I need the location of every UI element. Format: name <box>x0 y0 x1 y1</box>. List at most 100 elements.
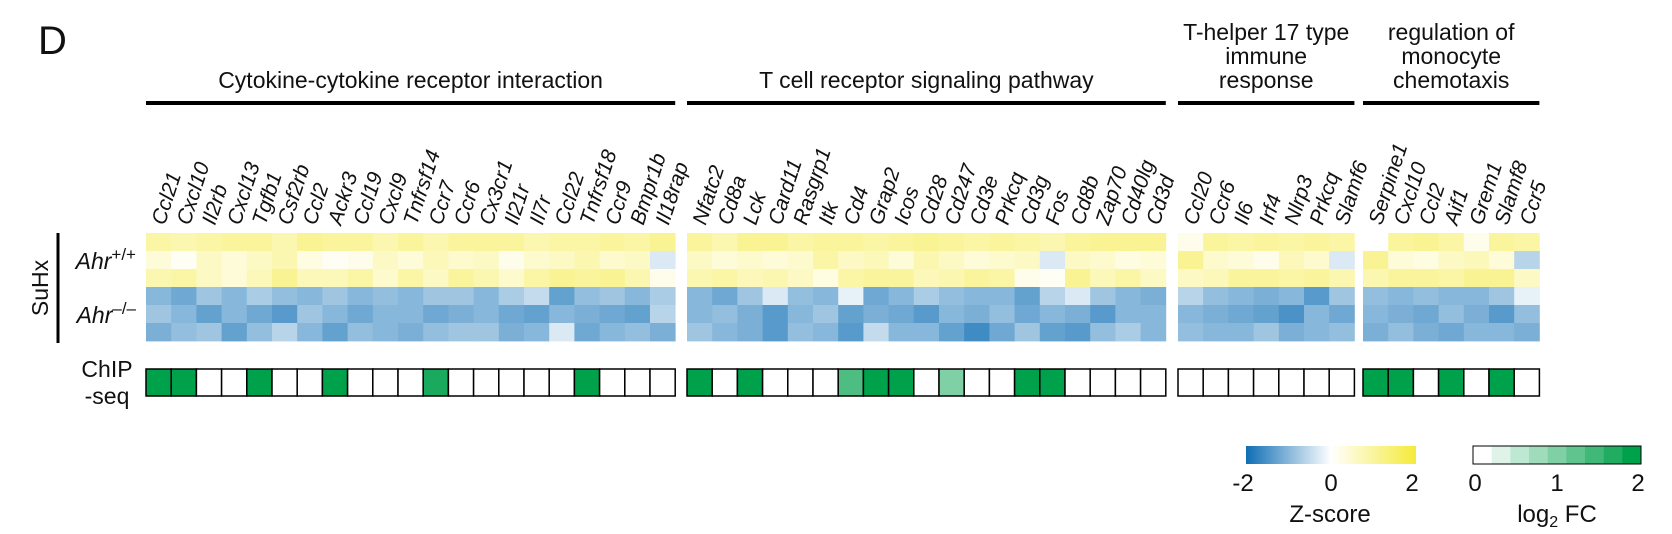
heatmap-cell <box>423 251 449 270</box>
heatmap-cell <box>1388 305 1414 324</box>
chip-cell <box>472 368 500 397</box>
fc-tick-max: 2 <box>1631 470 1644 497</box>
heatmap-cell <box>473 233 500 252</box>
heatmap-cell <box>423 323 449 342</box>
heatmap-cell <box>1014 269 1041 288</box>
heatmap-cell <box>246 323 273 342</box>
heatmap-cell <box>524 305 550 324</box>
heatmap-cell <box>1115 233 1141 252</box>
fc-colorbar-step <box>1510 446 1530 464</box>
heatmap-cell <box>448 323 474 342</box>
heatmap-cell <box>1253 287 1280 306</box>
heatmap-cells <box>146 233 1540 342</box>
heatmap-cell <box>524 323 550 342</box>
heatmap-cell <box>1140 251 1167 270</box>
heatmap-cell <box>1329 251 1355 270</box>
group-title: T-helper 17 type <box>1183 19 1349 45</box>
heatmap-cell <box>1228 233 1254 252</box>
heatmap-cell <box>599 323 626 342</box>
chip-cell <box>498 368 525 397</box>
heatmap-cell <box>989 251 1015 270</box>
heatmap-cell <box>574 287 600 306</box>
heatmap-cell <box>1438 305 1465 324</box>
heatmap-cell <box>599 305 626 324</box>
heatmap-cell <box>712 251 738 270</box>
heatmap-cell <box>1438 269 1465 288</box>
heatmap-cell <box>1489 251 1515 270</box>
heatmap-cell <box>888 233 915 252</box>
heatmap-cell <box>1463 323 1490 342</box>
heatmap-cell <box>939 305 965 324</box>
heatmap-cell <box>650 251 676 270</box>
heatmap-cell <box>624 233 651 252</box>
heatmap-cell <box>398 305 424 324</box>
chip-seq-row <box>145 368 1541 397</box>
heatmap-cell <box>863 251 889 270</box>
heatmap-cell <box>712 287 738 306</box>
heatmap-cell <box>650 305 676 324</box>
heatmap-cell <box>297 269 323 288</box>
heatmap-cell <box>473 287 500 306</box>
chip-cell <box>447 368 475 397</box>
heatmap-cell <box>624 251 651 270</box>
heatmap-cell <box>1438 251 1465 270</box>
heatmap-cell <box>524 251 550 270</box>
heatmap-cell <box>246 251 273 270</box>
heatmap-cell <box>1178 323 1204 342</box>
heatmap-cell <box>939 233 965 252</box>
heatmap-cell <box>221 251 248 270</box>
gene-label: Irf4 <box>1255 192 1286 228</box>
heatmap-cell <box>1304 287 1330 306</box>
heatmap-cell <box>574 269 600 288</box>
heatmap-cell <box>221 233 248 252</box>
heatmap-cell <box>1438 233 1465 252</box>
heatmap-cell <box>246 269 273 288</box>
heatmap-cell <box>398 323 424 342</box>
heatmap-cell <box>221 269 248 288</box>
chip-cell <box>686 368 713 397</box>
heatmap-cell <box>838 233 864 252</box>
heatmap-cell <box>1065 323 1091 342</box>
chip-cell <box>1362 368 1389 397</box>
fc-colorbar-step <box>1491 446 1511 464</box>
chip-cell <box>887 368 915 397</box>
chip-cell <box>346 368 374 397</box>
heatmap-cell <box>888 305 915 324</box>
heatmap-cell <box>1388 269 1414 288</box>
heatmap-cell <box>448 269 474 288</box>
ahr-wt-sup: +/+ <box>111 245 136 264</box>
heatmap-cell <box>549 323 575 342</box>
heatmap-cell <box>171 269 197 288</box>
heatmap-cell <box>712 269 738 288</box>
chip-cell <box>624 368 651 397</box>
heatmap-cell <box>423 305 449 324</box>
heatmap-cell <box>1039 269 1066 288</box>
heatmap-cell <box>964 305 990 324</box>
chip-cell <box>523 368 550 397</box>
chip-cell <box>1227 368 1255 397</box>
heatmap-cell <box>196 251 222 270</box>
ahr-ko-base: Ahr <box>75 302 114 328</box>
heatmap-cell <box>146 251 172 270</box>
heatmap-cell <box>1065 305 1091 324</box>
heatmap-cell <box>863 233 889 252</box>
zscore-tick-mid: 0 <box>1324 470 1337 497</box>
heatmap-cell <box>1203 287 1229 306</box>
heatmap-cell <box>687 269 713 288</box>
heatmap-cell <box>322 269 348 288</box>
heatmap-cell <box>838 323 864 342</box>
heatmap-cell <box>1014 323 1041 342</box>
heatmap-cell <box>1363 287 1389 306</box>
heatmap-cell <box>473 305 500 324</box>
heatmap-cell <box>1489 269 1515 288</box>
heatmap-cell <box>787 251 814 270</box>
zscore-title: Z-score <box>1289 501 1370 528</box>
heatmap-cell <box>246 305 273 324</box>
heatmap-cell <box>1278 305 1305 324</box>
heatmap-cell <box>1329 323 1355 342</box>
heatmap-cell <box>398 269 424 288</box>
chip-cell <box>711 368 739 397</box>
heatmap-cell <box>1514 269 1540 288</box>
heatmap-cell <box>1304 251 1330 270</box>
